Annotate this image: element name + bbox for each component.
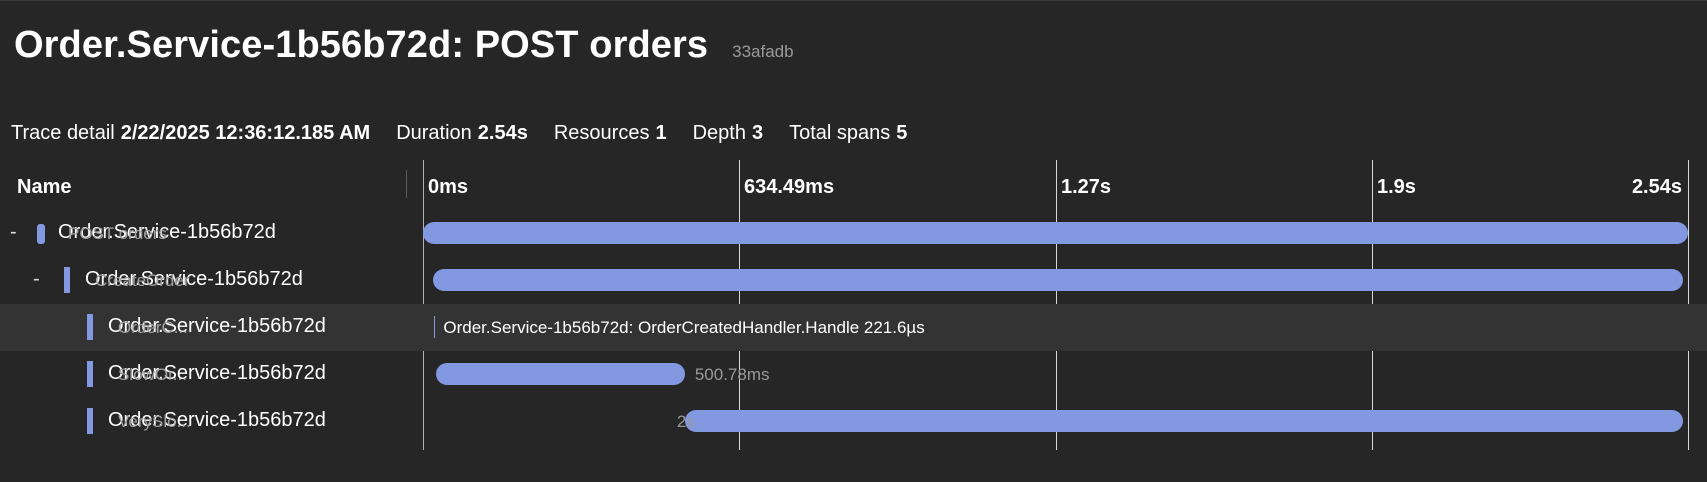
top-border bbox=[0, 0, 1707, 1]
tick-label: 634.49ms bbox=[744, 176, 835, 198]
depth-summary: Depth 3 bbox=[692, 122, 764, 144]
span-service-name: Order.Service-1b56b72d bbox=[108, 409, 326, 431]
name-column-header: Name bbox=[17, 176, 72, 198]
span-color-marker bbox=[64, 267, 70, 293]
span-row[interactable]: Order.Service-1b56b72d SlowOr... 500.78ms bbox=[0, 351, 1707, 398]
resources-summary: Resources 1 bbox=[553, 122, 667, 144]
tick-label: 1.27s bbox=[1061, 176, 1112, 198]
trace-timeline-grid: Name 0ms 634.49ms 1.27s 1.9s 2.54s - Order.Se… bbox=[0, 160, 1707, 460]
collapse-toggle[interactable]: - bbox=[33, 268, 40, 290]
span-operation-name: VerySlo... bbox=[118, 412, 191, 431]
span-row[interactable]: Order.Service-1b56b72d VerySlo... 2s bbox=[0, 398, 1707, 445]
tick-label: 1.9s bbox=[1377, 176, 1416, 198]
duration-value: 2.54s bbox=[477, 122, 528, 144]
column-divider[interactable] bbox=[406, 170, 407, 198]
span-service-name: Order.Service-1b56b72d bbox=[108, 315, 326, 337]
span-duration-label: 500.78ms bbox=[694, 365, 770, 384]
page-header: Order.Service-1b56b72d: POST orders 33af… bbox=[14, 24, 794, 80]
span-color-marker bbox=[87, 408, 93, 434]
span-bar[interactable] bbox=[434, 316, 436, 338]
total-spans-summary: Total spans 5 bbox=[789, 122, 908, 144]
page-title: Order.Service-1b56b72d: POST orders bbox=[14, 24, 709, 66]
span-service-name: Order.Service-1b56b72d bbox=[58, 221, 276, 243]
total-spans-value: 5 bbox=[896, 122, 908, 144]
span-row[interactable]: Order.Service-1b56b72d OrderC... Order.Ser… bbox=[0, 304, 1707, 351]
trace-id: 33afadb bbox=[732, 42, 794, 61]
span-operation-name: POST orders bbox=[68, 224, 167, 243]
resources-value: 1 bbox=[655, 122, 667, 144]
trace-detail-summary: Trace detail 2/22/2025 12:36:12.185 AM bbox=[11, 122, 371, 144]
span-color-marker bbox=[87, 314, 93, 340]
span-operation-name: CreateOrder bbox=[95, 271, 190, 290]
duration-summary: Duration 2.54s bbox=[396, 122, 528, 144]
trace-summary: Trace detail 2/22/2025 12:36:12.185 AM Du… bbox=[11, 122, 933, 145]
span-row[interactable]: - Order.Service-1b56b72d CreateOrder bbox=[0, 257, 1707, 304]
span-bar[interactable] bbox=[433, 269, 1683, 291]
span-operation-name: OrderC... bbox=[118, 318, 188, 337]
depth-value: 3 bbox=[751, 122, 764, 144]
span-service-name: Order.Service-1b56b72d bbox=[85, 268, 303, 290]
trace-timestamp: 2/22/2025 12:36:12.185 AM bbox=[120, 122, 371, 144]
span-operation-name: SlowOr... bbox=[118, 365, 187, 384]
tick-label: 0ms bbox=[428, 176, 469, 198]
span-service-name: Order.Service-1b56b72d bbox=[108, 362, 326, 384]
span-bar[interactable] bbox=[435, 363, 685, 385]
span-duration-label: 2s bbox=[676, 412, 695, 431]
resource-icon bbox=[37, 224, 45, 244]
collapse-toggle[interactable]: - bbox=[10, 221, 17, 243]
span-duration-label: Order.Service-1b56b72d: OrderCreatedHand… bbox=[443, 318, 925, 337]
span-color-marker bbox=[87, 361, 93, 387]
span-bar[interactable] bbox=[684, 410, 1683, 432]
span-bar[interactable] bbox=[423, 222, 1688, 244]
tick-label: 2.54s bbox=[1631, 176, 1682, 198]
span-row[interactable]: - Order.Service-1b56b72d POST orders bbox=[0, 210, 1707, 257]
